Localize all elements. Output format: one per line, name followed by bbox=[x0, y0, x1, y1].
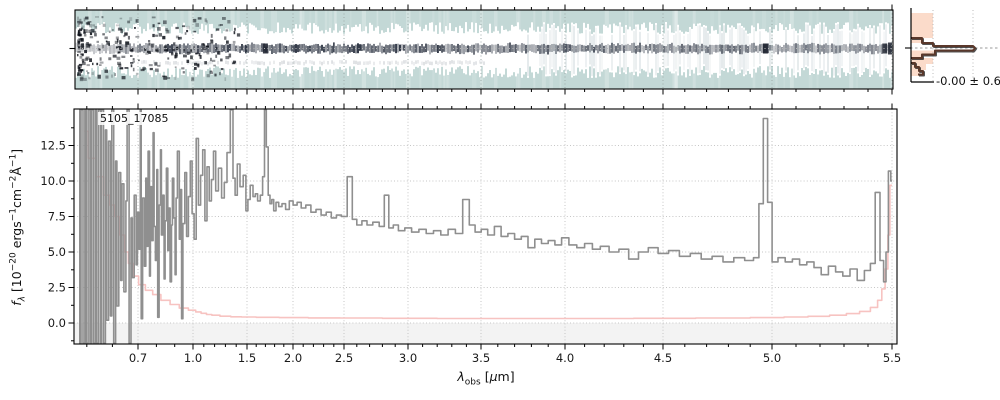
y-tick-label: 7.5 bbox=[48, 210, 66, 224]
x-tick-label: 3.5 bbox=[472, 351, 490, 365]
x-tick-label: 4.5 bbox=[654, 351, 672, 365]
spatial-profile-panel bbox=[905, 8, 1000, 83]
y-tick-label: 0.0 bbox=[48, 316, 66, 330]
x-tick-label: 3.0 bbox=[399, 351, 417, 365]
x-tick-label: 4.0 bbox=[556, 351, 574, 365]
y-tick-label: 10.0 bbox=[40, 174, 66, 188]
x-tick-label: 2.5 bbox=[335, 351, 353, 365]
y-axis-label: fλ [10−20 ergs−1cm−2Å−1] bbox=[8, 148, 28, 306]
x-tick-label: 1.5 bbox=[238, 351, 256, 365]
x-tick-label: 1.0 bbox=[184, 351, 202, 365]
spectrum-2d-panel bbox=[69, 9, 894, 90]
x-tick-label: 5.0 bbox=[763, 351, 781, 365]
x-tick-label: 0.7 bbox=[129, 351, 147, 365]
x-tick-label: 2.0 bbox=[284, 351, 302, 365]
axis-ticks: 0.7 1.0 1.5 2.0 2.5 3.0 3.5 4.0 4.5 5.0 5.5 0.0 2.5 5… bbox=[40, 4, 901, 365]
y-tick-label: 2.5 bbox=[48, 281, 66, 295]
y-tick-label: 5.0 bbox=[48, 245, 66, 259]
y-tick-label: 12.5 bbox=[40, 139, 66, 153]
object-id-label: 5105_17085 bbox=[98, 112, 171, 125]
spectrum-1d-panel bbox=[73, 108, 898, 345]
profile-stats-label: -0.00 ± 0.64 bbox=[936, 74, 1000, 88]
x-tick-label: 5.5 bbox=[883, 351, 901, 365]
x-axis-label: λobs [μm] bbox=[457, 369, 515, 388]
